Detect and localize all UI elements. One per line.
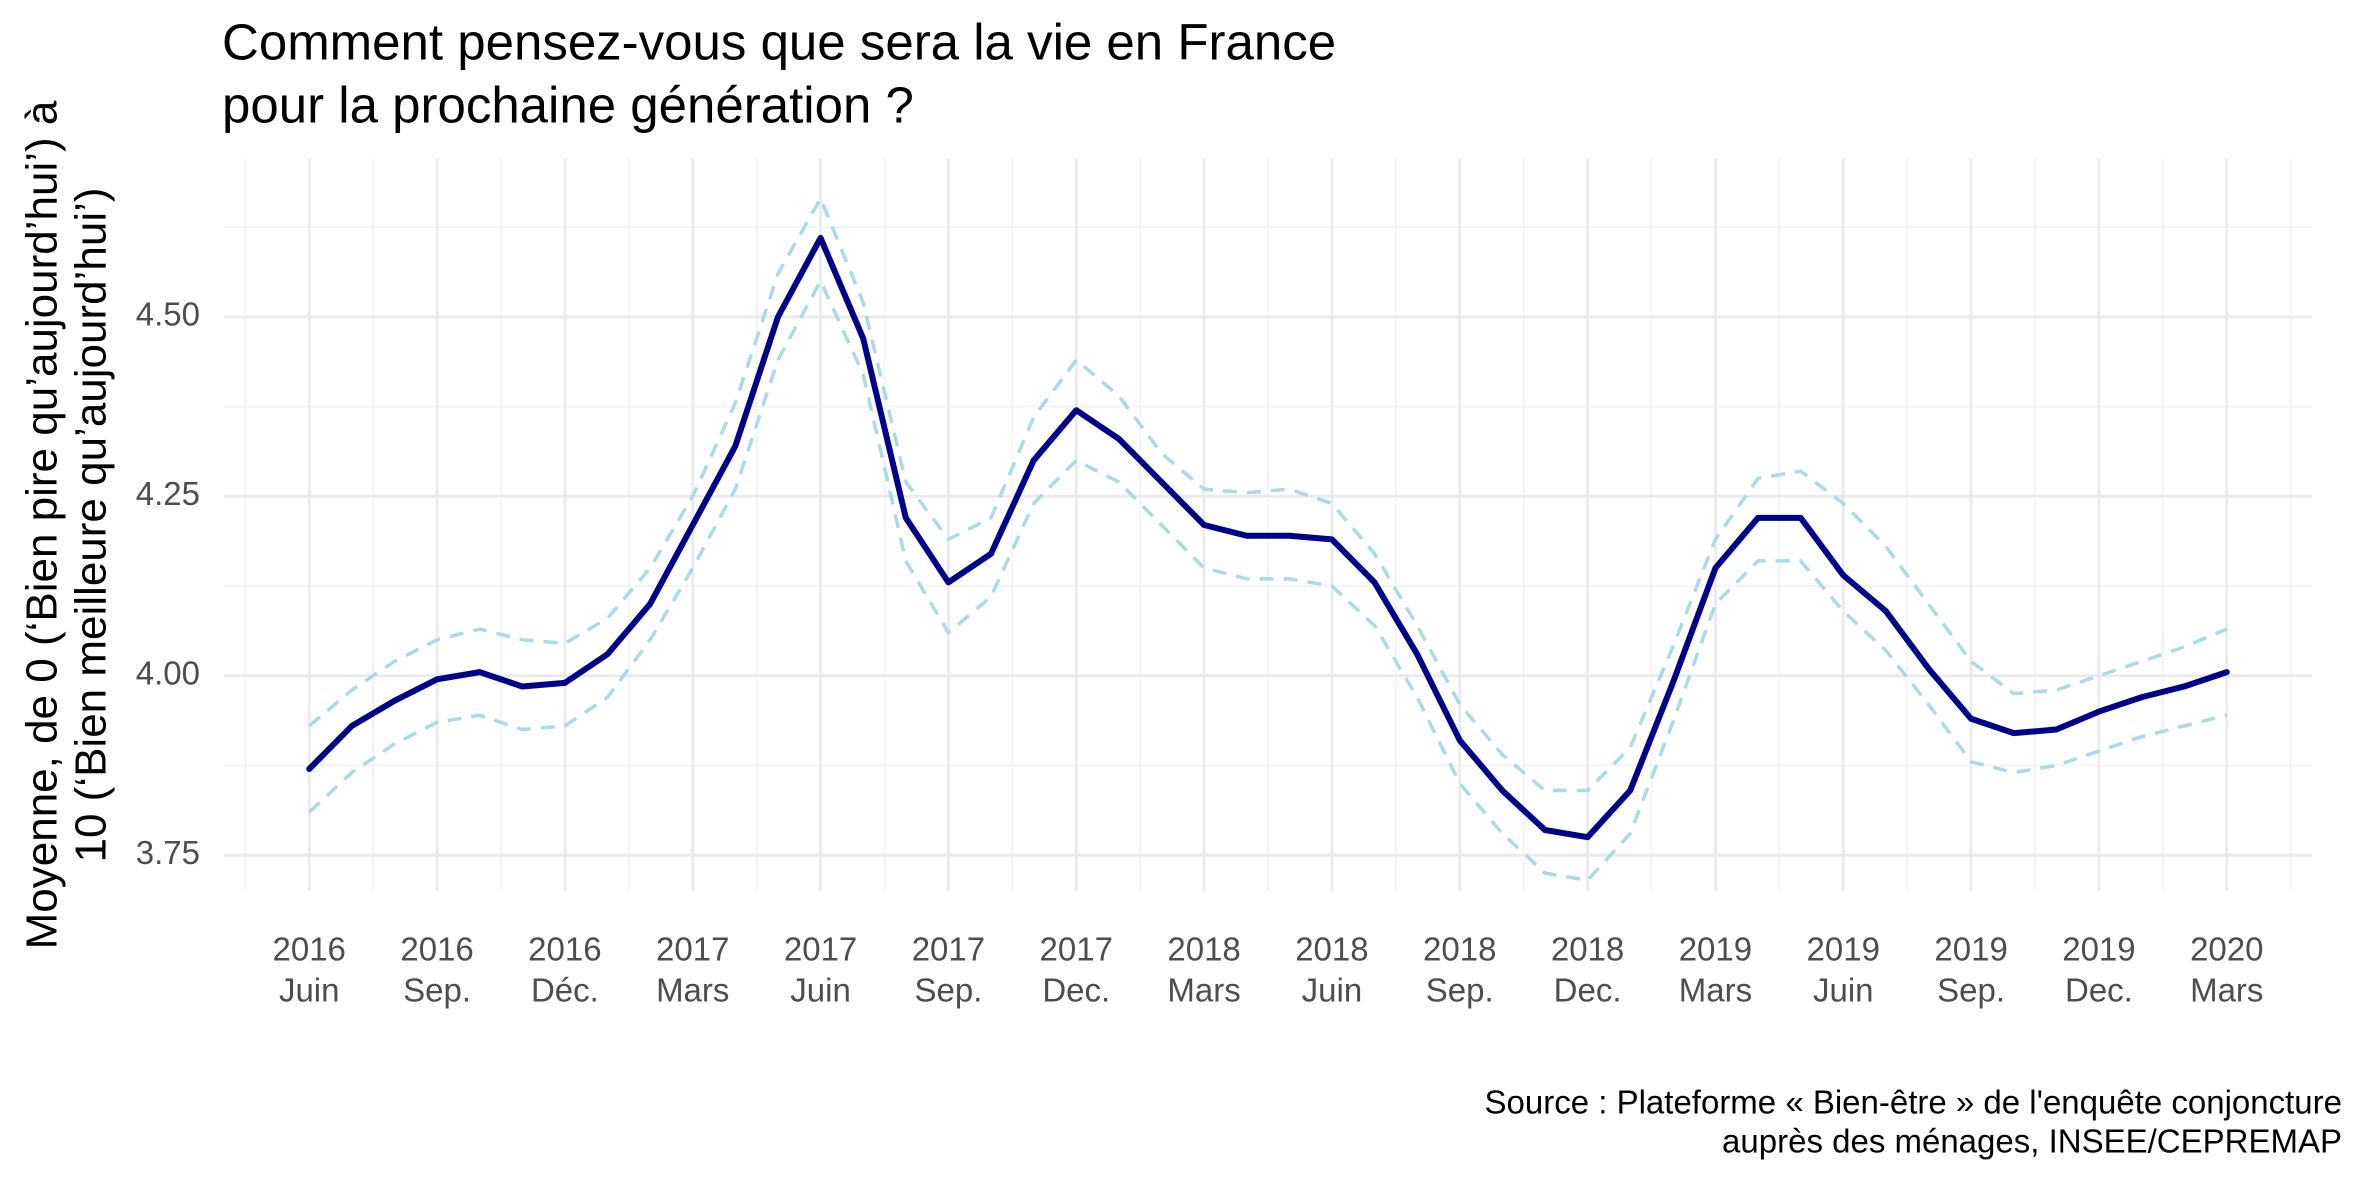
y-tick-label: 4.50 <box>136 296 200 333</box>
x-tick-label: 2016 <box>528 931 601 968</box>
y-tick-label: 4.25 <box>136 475 200 512</box>
x-tick-label: 2017 <box>656 931 729 968</box>
x-tick-label: Juin <box>1302 972 1363 1009</box>
x-tick-label: Sep. <box>1937 972 2005 1009</box>
chart-title: pour la prochaine génération ? <box>222 76 914 133</box>
x-tick-label: 2019 <box>1807 931 1880 968</box>
x-tick-label: Déc. <box>531 972 599 1009</box>
y-axis-title: Moyenne, de 0 (‘Bien pire qu’aujourd’hui… <box>18 100 116 949</box>
grid <box>224 159 2312 891</box>
mean-line <box>306 234 2230 841</box>
caption: Source : Plateforme « Bien-être » de l'e… <box>1485 1084 2342 1121</box>
x-tick-label: 2016 <box>273 931 346 968</box>
x-tick-label: 2018 <box>1423 931 1496 968</box>
x-tick-label: 2018 <box>1295 931 1368 968</box>
x-tick-label: 2018 <box>1551 931 1624 968</box>
x-tick-label: Dec. <box>1554 972 1622 1009</box>
x-tick-label: 2018 <box>1167 931 1240 968</box>
x-tick-label: Sep. <box>403 972 471 1009</box>
x-tick-label: 2017 <box>912 931 985 968</box>
caption: auprès des ménages, INSEE/CEPREMAP <box>1722 1123 2342 1160</box>
x-tick-label: 2017 <box>1040 931 1113 968</box>
x-tick-label: Juin <box>279 972 340 1009</box>
x-tick-label: Mars <box>656 972 729 1009</box>
y-axis-title-line: 10 (‘Bien meilleure qu’aujourd’hui’) <box>67 187 116 862</box>
x-tick-label: 2017 <box>784 931 857 968</box>
interval-line <box>308 196 2228 793</box>
x-tick-label: 2020 <box>2190 931 2263 968</box>
x-tick-label: Mars <box>2190 972 2263 1009</box>
x-tick-label: Sep. <box>1426 972 1494 1009</box>
plot-area <box>306 196 2230 882</box>
x-tick-label: Mars <box>1679 972 1752 1009</box>
x-tick-label: 2019 <box>1934 931 2007 968</box>
x-tick-label: Juin <box>790 972 851 1009</box>
x-tick-label: 2019 <box>1679 931 1752 968</box>
chart-title: Comment pensez-vous que sera la vie en F… <box>222 13 1336 70</box>
y-tick-label: 4.00 <box>136 654 200 691</box>
x-tick-label: Sep. <box>914 972 982 1009</box>
x-tick-label: Mars <box>1167 972 1240 1009</box>
x-tick-label: Dec. <box>2065 972 2133 1009</box>
x-tick-label: 2019 <box>2062 931 2135 968</box>
x-tick-label: Juin <box>1813 972 1874 1009</box>
y-tick-label: 3.75 <box>136 834 200 871</box>
x-tick-label: 2016 <box>400 931 473 968</box>
y-axis-title-line: Moyenne, de 0 (‘Bien pire qu’aujourd’hui… <box>18 100 67 949</box>
interval-line <box>308 279 2228 882</box>
x-tick-label: Dec. <box>1042 972 1110 1009</box>
